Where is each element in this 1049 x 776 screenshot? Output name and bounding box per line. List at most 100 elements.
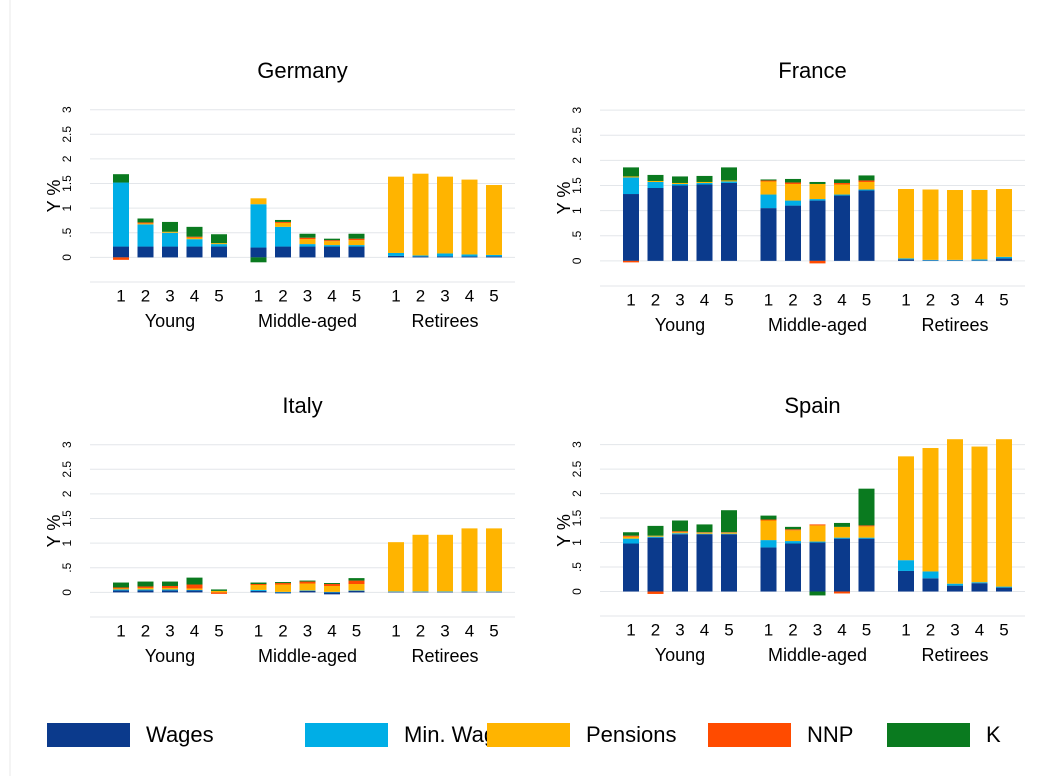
bar-segment xyxy=(760,180,777,182)
bar-segment xyxy=(137,589,154,591)
bar-segment xyxy=(137,587,154,590)
bar-segment xyxy=(834,537,850,539)
bar-segment xyxy=(299,246,316,258)
y-tick-label: 1 xyxy=(570,539,584,546)
x-tick-label: 2 xyxy=(651,620,660,639)
x-tick-label: 3 xyxy=(165,286,174,305)
legend-swatch xyxy=(708,723,791,747)
bar-segment xyxy=(858,181,875,190)
bar-segment xyxy=(672,534,688,592)
bar-segment xyxy=(162,585,178,588)
bar-segment xyxy=(299,580,316,582)
bar-segment xyxy=(324,246,340,258)
bar-segment xyxy=(834,526,850,538)
bar-segment xyxy=(137,590,154,593)
y-tick-label: 0 xyxy=(60,254,74,261)
bar-segment xyxy=(858,538,875,592)
bar-segment xyxy=(809,181,826,184)
bar-segment xyxy=(760,194,777,209)
y-axis-label: Y % xyxy=(554,514,574,547)
bar-segment xyxy=(186,239,203,247)
bar-segment xyxy=(275,584,291,592)
bar-segment xyxy=(996,587,1012,592)
bar-segment xyxy=(250,585,267,590)
bar-segment xyxy=(113,257,129,260)
bar-segment xyxy=(647,180,664,182)
bar-segment xyxy=(721,180,737,182)
x-tick-label: 3 xyxy=(165,621,174,640)
x-tick-label: 5 xyxy=(352,621,361,640)
bar-segment xyxy=(858,526,875,538)
bar-segment xyxy=(461,256,478,258)
bar-segment xyxy=(647,525,664,536)
bar-segment xyxy=(461,179,478,255)
group-label: Middle-aged xyxy=(768,645,867,665)
bar-segment xyxy=(898,570,914,592)
bar-segment xyxy=(275,583,291,585)
bar-segment xyxy=(721,167,737,181)
bar-segment xyxy=(299,239,316,245)
y-tick-label: 0 xyxy=(60,589,74,596)
legend-label: K xyxy=(986,722,1001,747)
bar-segment xyxy=(809,525,826,542)
bar-segment xyxy=(971,190,988,260)
bar-segment xyxy=(760,181,777,195)
y-tick-label: 2.5 xyxy=(570,460,584,477)
bar-segment xyxy=(858,189,875,191)
bar-segment xyxy=(250,247,267,258)
bar-segment xyxy=(947,583,963,586)
bar-segment xyxy=(760,179,777,181)
y-tick-label: 2.5 xyxy=(60,461,74,478)
y-tick-label: 2.5 xyxy=(60,126,74,143)
bar-segment xyxy=(672,520,688,532)
bar-segment xyxy=(834,591,850,594)
y-tick-label: .5 xyxy=(570,562,584,572)
x-tick-label: 1 xyxy=(901,620,910,639)
bar-segment xyxy=(623,536,639,539)
x-tick-label: 2 xyxy=(141,286,150,305)
bar-segment xyxy=(971,582,988,584)
x-tick-label: 4 xyxy=(975,290,984,309)
y-tick-label: 1.5 xyxy=(60,510,74,527)
x-tick-label: 1 xyxy=(764,290,773,309)
bar-segment xyxy=(623,167,639,177)
bar-segment xyxy=(834,195,850,261)
panel-title: Spain xyxy=(784,393,840,418)
group-label: Middle-aged xyxy=(258,311,357,331)
bar-segment xyxy=(250,589,267,591)
x-tick-label: 2 xyxy=(926,620,935,639)
bar-segment xyxy=(162,231,178,233)
bar-segment xyxy=(672,531,688,533)
bar-segment xyxy=(623,260,639,263)
bar-segment xyxy=(623,194,639,261)
bar-segment xyxy=(250,590,267,593)
x-tick-label: 4 xyxy=(700,290,709,309)
bar-segment xyxy=(996,439,1012,587)
x-tick-label: 2 xyxy=(416,621,425,640)
bar-segment xyxy=(623,535,639,537)
bar-segment xyxy=(672,532,688,534)
y-axis-label: Y % xyxy=(554,182,574,215)
bar-segment xyxy=(898,189,914,259)
y-tick-label: 1.5 xyxy=(570,509,584,526)
bar-segment xyxy=(785,200,801,206)
bar-segment xyxy=(162,581,178,586)
bar-segment xyxy=(113,588,129,590)
bar-segment xyxy=(437,256,453,258)
bar-segment xyxy=(211,589,227,591)
bar-segment xyxy=(672,176,688,183)
x-tick-label: 1 xyxy=(391,621,400,640)
y-tick-label: 1.5 xyxy=(570,177,584,194)
bar-segment xyxy=(388,252,404,256)
bar-segment xyxy=(947,439,963,584)
x-tick-label: 5 xyxy=(724,290,733,309)
bar-segment xyxy=(785,543,801,592)
bar-segment xyxy=(809,591,826,596)
bar-segment xyxy=(721,534,737,592)
bar-segment xyxy=(721,510,737,533)
bar-segment xyxy=(137,246,154,258)
x-tick-label: 3 xyxy=(675,620,684,639)
bar-segment xyxy=(275,582,291,584)
y-tick-label: .5 xyxy=(60,562,74,572)
bar-segment xyxy=(299,583,316,591)
